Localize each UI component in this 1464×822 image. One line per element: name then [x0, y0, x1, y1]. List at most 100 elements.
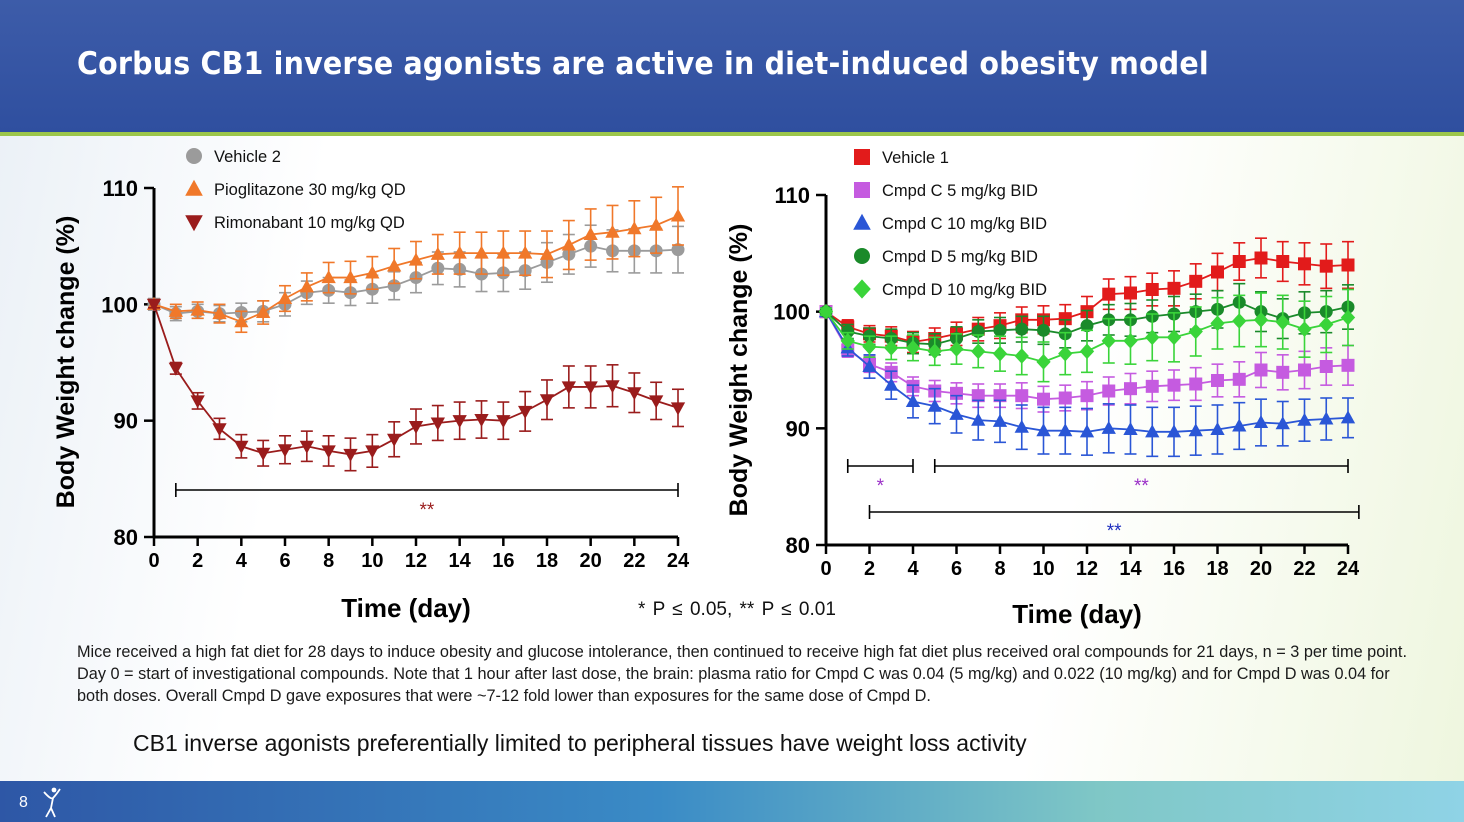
data-point	[387, 433, 402, 447]
data-point	[1058, 345, 1073, 362]
legend-label: Rimonabant 10 mg/kg QD	[214, 214, 405, 232]
data-point	[474, 413, 489, 427]
data-point	[1340, 309, 1356, 326]
data-point	[1167, 281, 1181, 295]
x-tick-label: 6	[279, 550, 290, 572]
data-point	[1298, 363, 1311, 377]
data-point	[518, 245, 533, 259]
data-point	[627, 387, 642, 401]
x-tick-label: 16	[1163, 558, 1185, 580]
significance-label: **	[1107, 521, 1122, 542]
x-tick-label: 10	[1032, 558, 1054, 580]
y-tick-label: 110	[103, 176, 139, 201]
data-point	[992, 345, 1008, 362]
data-point	[343, 270, 358, 284]
data-point	[1101, 420, 1116, 434]
data-point	[670, 402, 686, 416]
data-point	[1297, 412, 1312, 426]
data-point	[1037, 392, 1050, 406]
data-point	[1254, 363, 1268, 377]
data-point	[1015, 322, 1029, 336]
slide-title: Corbus CB1 inverse agonists are active i…	[77, 46, 1209, 82]
data-point	[605, 224, 620, 238]
data-point	[321, 270, 336, 284]
takeaway-statement: CB1 inverse agonists preferentially limi…	[133, 730, 1027, 756]
figure-caption: Mice received a high fat diet for 28 day…	[77, 643, 1407, 705]
x-tick-label: 12	[405, 550, 427, 572]
data-point	[949, 406, 964, 420]
data-point	[496, 415, 511, 429]
significance-label: **	[420, 500, 435, 521]
data-point	[408, 420, 424, 434]
footer-bar	[0, 781, 1464, 822]
data-point	[234, 314, 249, 328]
data-point	[190, 302, 205, 316]
legend-label: Vehicle 2	[214, 148, 281, 166]
data-point	[212, 423, 227, 437]
data-point	[1232, 372, 1246, 386]
data-point	[1014, 348, 1029, 364]
data-point	[1189, 274, 1203, 288]
data-point	[1276, 255, 1290, 268]
data-point	[671, 243, 685, 257]
data-point	[1253, 312, 1269, 328]
data-point	[1188, 323, 1203, 340]
legend-label: Cmpd C 10 mg/kg BID	[882, 215, 1047, 233]
data-point	[299, 279, 314, 293]
data-point	[971, 412, 986, 426]
data-point	[518, 405, 533, 419]
data-point	[670, 208, 686, 222]
x-tick-label: 24	[667, 550, 690, 572]
data-point	[1145, 329, 1160, 346]
legend-label: Pioglitazone 30 mg/kg QD	[214, 181, 406, 199]
x-tick-label: 20	[580, 550, 602, 572]
x-tick-label: 16	[492, 550, 514, 572]
y-tick-label: 90	[114, 409, 138, 434]
data-point	[1145, 424, 1160, 438]
legend-marker	[186, 148, 202, 164]
data-point	[1037, 323, 1050, 337]
legend-marker	[854, 248, 870, 264]
x-tick-label: 18	[536, 550, 558, 572]
data-point	[1188, 423, 1203, 437]
series-5	[818, 288, 1356, 383]
legend-label: Cmpd C 5 mg/kg BID	[882, 182, 1038, 200]
legend-marker	[185, 179, 203, 196]
legend-label: Cmpd D 5 mg/kg BID	[882, 248, 1038, 266]
data-point	[583, 381, 598, 395]
x-tick-label: 12	[1076, 558, 1098, 580]
data-point	[905, 340, 921, 356]
data-point	[474, 245, 489, 259]
y-tick-label: 90	[786, 416, 810, 441]
data-point	[1145, 283, 1159, 296]
x-tick-label: 22	[623, 550, 645, 572]
data-point	[1319, 360, 1333, 373]
data-point	[234, 440, 249, 454]
data-point	[539, 246, 555, 260]
x-tick-label: 14	[449, 550, 472, 572]
data-point	[1080, 319, 1094, 333]
y-tick-label: 110	[775, 183, 811, 208]
data-point	[1253, 415, 1269, 429]
data-point	[496, 245, 511, 259]
data-point	[583, 227, 598, 241]
x-tick-label: 10	[361, 550, 383, 572]
data-point	[949, 341, 964, 357]
data-point	[993, 323, 1007, 337]
data-point	[649, 395, 664, 409]
data-point	[1319, 316, 1334, 333]
x-tick-label: 8	[994, 558, 1005, 580]
data-point	[605, 380, 620, 394]
x-tick-label: 22	[1293, 558, 1315, 580]
y-tick-label: 100	[101, 292, 138, 317]
data-point	[884, 377, 899, 391]
data-point	[1123, 333, 1138, 349]
data-point	[1145, 379, 1159, 393]
x-tick-label: 2	[192, 550, 203, 572]
data-point	[862, 359, 877, 373]
data-point	[1340, 410, 1356, 424]
data-point	[168, 303, 183, 317]
series-2	[146, 186, 686, 334]
legend-label: Vehicle 1	[882, 149, 949, 167]
